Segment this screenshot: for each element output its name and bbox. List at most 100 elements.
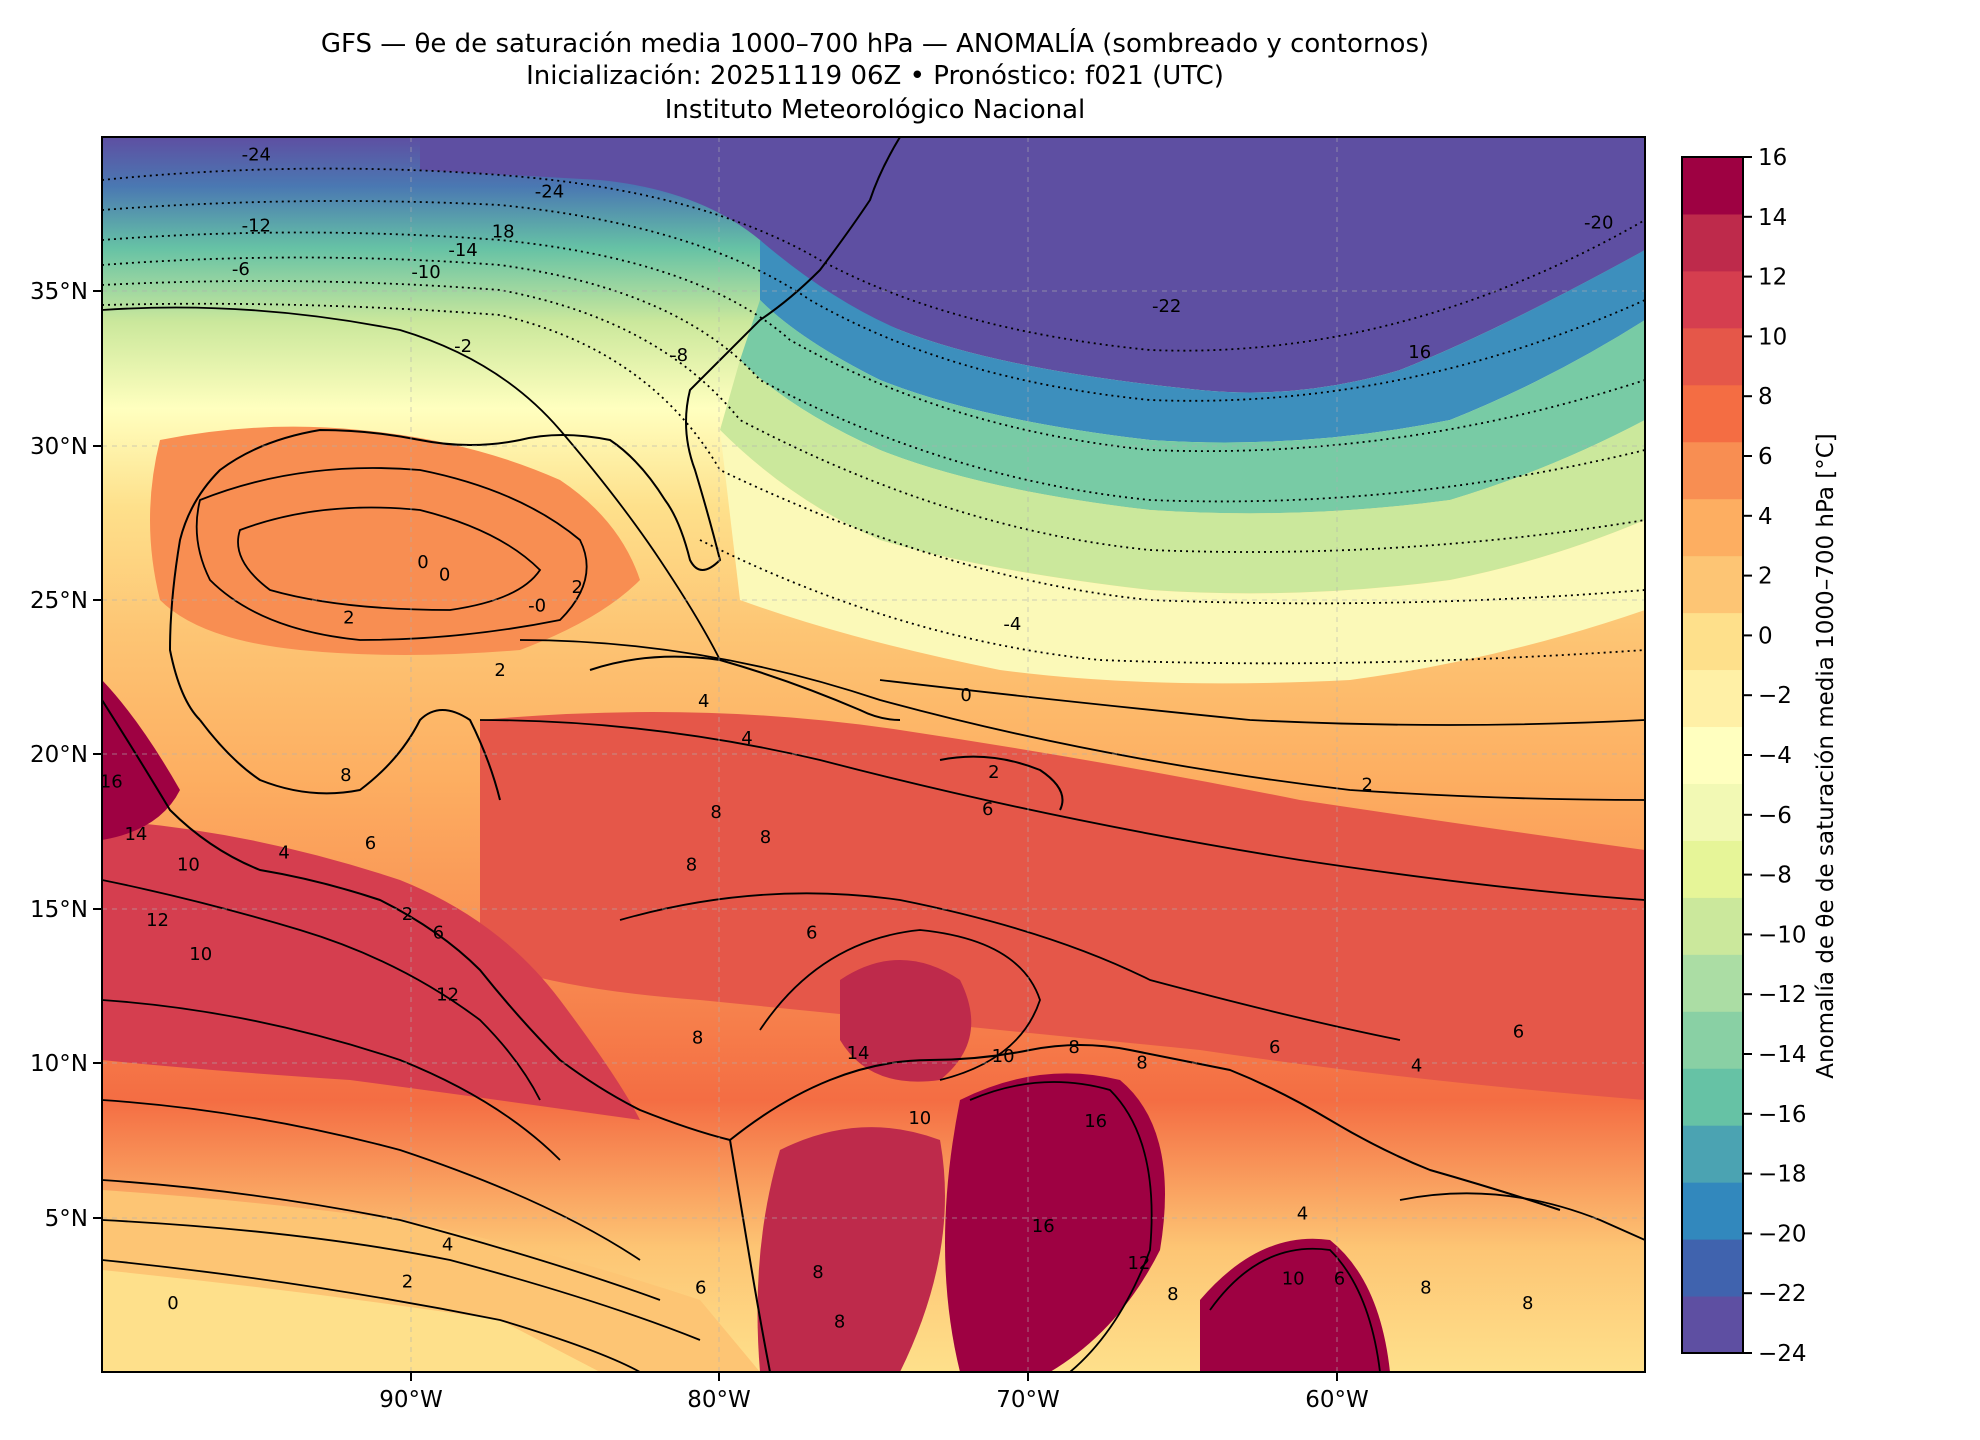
contour-label: 4 bbox=[1297, 1204, 1308, 1225]
contour-solid-pacific-10 bbox=[102, 879, 541, 1101]
colorbar-swatch bbox=[1682, 213, 1743, 272]
anomaly-region-cold-atlantic bbox=[420, 137, 1645, 393]
colorbar-tick-label: 12 bbox=[1758, 265, 1787, 291]
contour-label: 6 bbox=[365, 833, 376, 854]
colorbar-tick-label: 8 bbox=[1758, 384, 1773, 410]
lon-tick-label: 70°W bbox=[996, 1387, 1060, 1413]
contour-label: 10 bbox=[992, 1046, 1015, 1067]
contour-label: 2 bbox=[988, 762, 999, 783]
contour-label: 16 bbox=[1084, 1111, 1107, 1132]
contour-label: 12 bbox=[436, 984, 459, 1005]
coast-hispaniola bbox=[939, 755, 1064, 811]
contour-label: 6 bbox=[433, 923, 444, 944]
colorbar-swatch bbox=[1682, 1068, 1743, 1126]
contour-solid-pacific-8 bbox=[102, 999, 561, 1161]
anomaly-region-eq-pacific-2 bbox=[102, 1270, 600, 1372]
contour-label: 2 bbox=[1362, 774, 1373, 795]
colorbar-tick-label: −20 bbox=[1758, 1221, 1807, 1247]
contour-label: -8 bbox=[670, 345, 688, 366]
contour-solid-pacific-4 bbox=[102, 1179, 661, 1301]
contour-label: 6 bbox=[1269, 1037, 1280, 1058]
colorbar-swatch bbox=[1682, 384, 1743, 443]
contour-label: 8 bbox=[1136, 1052, 1147, 1073]
contour-solid-0-north bbox=[102, 306, 721, 661]
graticule bbox=[102, 137, 1645, 1372]
lon-tick-label: 80°W bbox=[687, 1387, 751, 1413]
colorbar-tick-label: 4 bbox=[1758, 504, 1773, 530]
contour-solid-gulf-0 bbox=[195, 467, 588, 641]
colorbar-swatch bbox=[1682, 1125, 1743, 1183]
contour-label: 16 bbox=[100, 771, 123, 792]
contour-label: -0 bbox=[528, 595, 546, 616]
contour-label: 8 bbox=[1420, 1278, 1431, 1299]
contour-label: 8 bbox=[812, 1262, 823, 1283]
contour-solid-sa-12 bbox=[969, 1081, 1153, 1372]
colorbar-tick-label: −2 bbox=[1758, 683, 1792, 709]
contour-label: -22 bbox=[1152, 296, 1181, 317]
anomaly-region-sa-core-1 bbox=[945, 1073, 1165, 1372]
contour-labels: -24-24-12 18-14-6 -10-2 -8-2216-20002-022-4… bbox=[100, 145, 1614, 1333]
anomaly-region-mexico-coast bbox=[102, 680, 180, 840]
colorbar-tick-label: 10 bbox=[1758, 324, 1787, 350]
contour-label: 4 bbox=[278, 842, 289, 863]
contour-label: -20 bbox=[1584, 212, 1613, 233]
contour-label: -10 bbox=[411, 262, 440, 283]
contour-label: -24 bbox=[242, 145, 271, 166]
coastlines bbox=[102, 137, 1561, 1372]
colorbar-swatch bbox=[1682, 954, 1743, 1012]
colorbar-swatch bbox=[1682, 840, 1743, 898]
lat-tick-label: 15°N bbox=[30, 897, 88, 923]
contour-label: 10 bbox=[177, 855, 200, 876]
colorbar-swatch bbox=[1682, 1182, 1743, 1240]
coast-mexico-gulf bbox=[199, 709, 501, 801]
colorbar-tick-label: −24 bbox=[1758, 1341, 1807, 1367]
colorbar-swatch bbox=[1682, 498, 1743, 557]
lon-tick-label: 90°W bbox=[379, 1387, 443, 1413]
coast-us-east bbox=[168, 137, 901, 721]
contour-label: 16 bbox=[1408, 342, 1431, 363]
contour-label: 8 bbox=[340, 765, 351, 786]
colorbar-swatch bbox=[1682, 783, 1743, 841]
contour-solid-gulf-2 bbox=[237, 506, 542, 611]
colorbar-tick-label: 2 bbox=[1758, 564, 1773, 590]
contour-label: 0 bbox=[417, 552, 428, 573]
lat-tick-label: 10°N bbox=[30, 1051, 88, 1077]
contour-label: 6 bbox=[1334, 1268, 1345, 1289]
coast-south-america-north bbox=[729, 1044, 1561, 1211]
contour-label: 6 bbox=[1513, 1021, 1524, 1042]
contour-label: -6 bbox=[232, 259, 250, 280]
anomaly-region-teal-atlantic bbox=[740, 300, 1645, 514]
colorbar-label: Anomalía de θe de saturación media 1000–… bbox=[1813, 433, 1839, 1078]
colorbar-swatch bbox=[1682, 555, 1743, 614]
contour-lines bbox=[102, 167, 1645, 1372]
contour-label: 18 bbox=[492, 222, 515, 243]
contour-solid-pacific-0 bbox=[102, 1259, 641, 1372]
contour-label: 2 bbox=[572, 577, 583, 598]
contour-label: 8 bbox=[834, 1312, 845, 1333]
contour-dotted-5 bbox=[102, 280, 1645, 553]
colorbar-tick-label: −8 bbox=[1758, 863, 1792, 889]
colorbar-swatch bbox=[1682, 897, 1743, 955]
colorbar-swatch bbox=[1682, 327, 1743, 386]
contour-label: 8 bbox=[1522, 1293, 1533, 1314]
anomaly-region-lightgreen-atlantic bbox=[720, 360, 1645, 594]
contour-label: 8 bbox=[686, 855, 697, 876]
colorbar-swatch bbox=[1682, 1239, 1743, 1297]
anomaly-region-pacific bbox=[102, 820, 640, 1120]
lat-tick-label: 25°N bbox=[30, 588, 88, 614]
contour-label: -4 bbox=[1003, 614, 1021, 635]
colorbar-swatch bbox=[1682, 270, 1743, 329]
contour-label: 2 bbox=[343, 608, 354, 629]
contour-label: 6 bbox=[806, 923, 817, 944]
anomaly-region-sa-core-2 bbox=[1200, 1238, 1390, 1372]
contour-label: -14 bbox=[448, 240, 477, 261]
contour-label: 12 bbox=[1127, 1253, 1150, 1274]
contour-label: 8 bbox=[1167, 1284, 1178, 1305]
contour-dotted-7 bbox=[699, 539, 1645, 665]
contour-label: 2 bbox=[402, 1271, 413, 1292]
contour-label: 2 bbox=[494, 660, 505, 681]
contour-label: 0 bbox=[439, 564, 450, 585]
lon-tick-label: 60°W bbox=[1305, 1387, 1369, 1413]
contour-label: 4 bbox=[1411, 1055, 1422, 1076]
colorbar-tick-label: −16 bbox=[1758, 1102, 1807, 1128]
